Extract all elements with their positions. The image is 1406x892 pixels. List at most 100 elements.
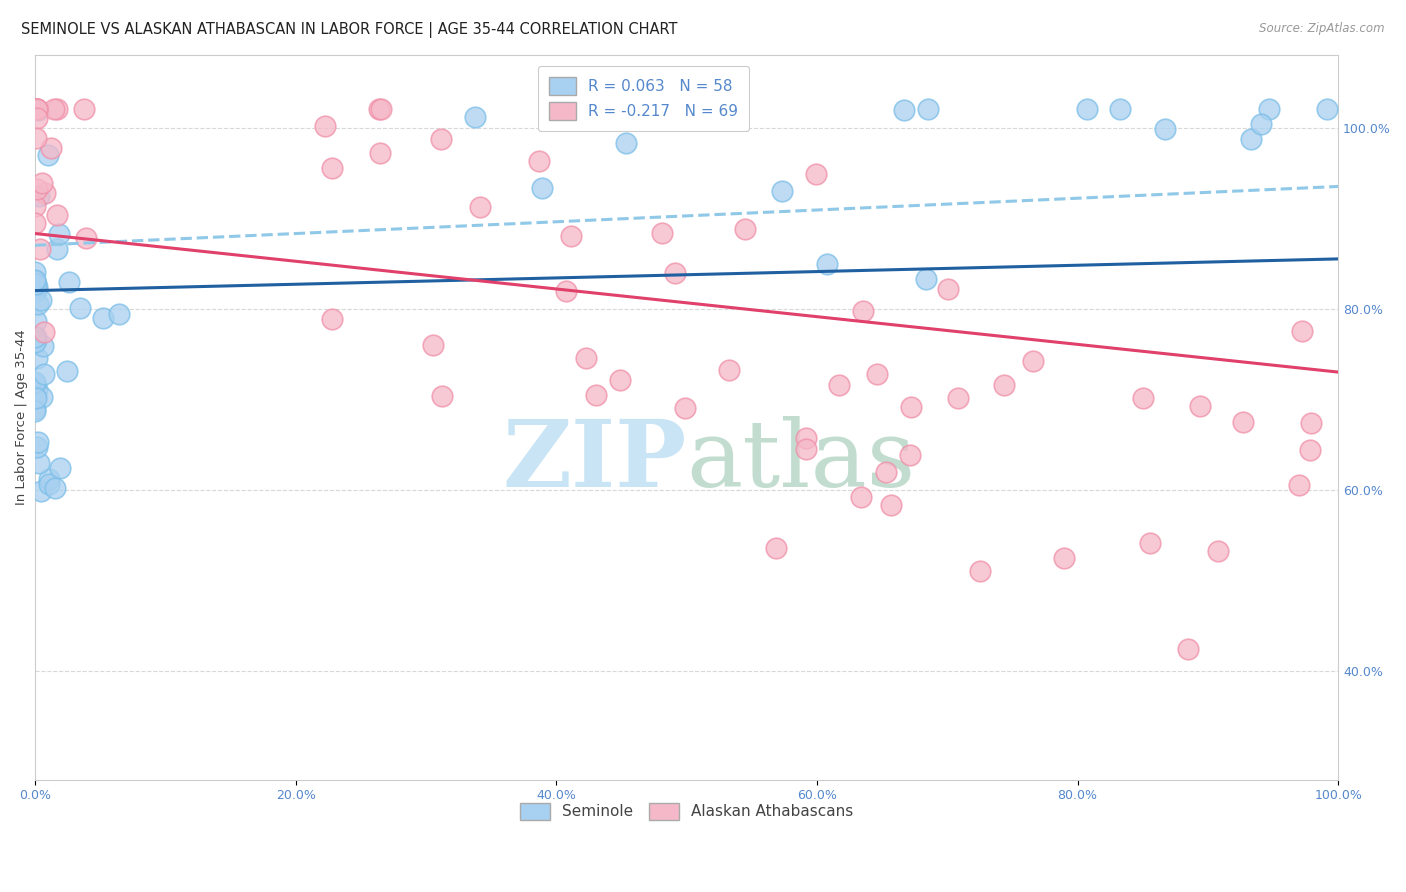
Point [1189, 399, 1212, 413]
Point [673, 401, 696, 416]
Point [1154, 121, 1177, 136]
Point [1022, 354, 1045, 368]
Point [25, 280, 48, 294]
Point [734, 222, 756, 236]
Point [1232, 415, 1254, 429]
Point [866, 367, 889, 381]
Point [31, 390, 53, 404]
Point [24, 274, 46, 288]
Point [770, 184, 793, 198]
Point [30, 293, 52, 308]
Point [28, 189, 51, 203]
Point [969, 564, 991, 578]
Point [31, 177, 53, 191]
Point [796, 442, 818, 456]
Point [25, 334, 48, 348]
Point [314, 119, 336, 133]
Point [946, 391, 969, 405]
Point [321, 161, 343, 175]
Point [430, 132, 453, 146]
Point [25, 103, 48, 117]
Point [1240, 132, 1263, 146]
Point [1316, 103, 1339, 117]
Point [25, 314, 48, 328]
Point [1053, 551, 1076, 566]
Point [75, 230, 97, 244]
Point [1108, 103, 1130, 117]
Point [24, 199, 46, 213]
Point [38, 477, 60, 491]
Point [1177, 641, 1199, 656]
Point [32, 339, 55, 353]
Point [718, 363, 741, 377]
Point [879, 498, 901, 512]
Point [24, 404, 46, 418]
Point [368, 146, 391, 161]
Point [24, 277, 46, 291]
Text: ZIP: ZIP [502, 416, 686, 506]
Point [25, 285, 48, 299]
Point [37, 147, 59, 161]
Point [32, 325, 55, 339]
Point [917, 103, 939, 117]
Point [24, 334, 46, 349]
Point [24, 377, 46, 392]
Point [24, 402, 46, 417]
Y-axis label: In Labor Force | Age 35-44: In Labor Force | Age 35-44 [15, 329, 28, 505]
Point [27, 297, 49, 311]
Point [651, 226, 673, 240]
Point [1206, 544, 1229, 558]
Point [664, 265, 686, 279]
Point [25, 103, 48, 117]
Point [914, 272, 936, 286]
Point [46, 208, 69, 222]
Point [25, 392, 48, 406]
Point [25, 103, 48, 117]
Point [614, 136, 637, 150]
Point [25, 182, 48, 196]
Point [30, 483, 52, 498]
Point [24, 376, 46, 390]
Point [28, 242, 51, 256]
Point [91, 311, 114, 326]
Point [44, 481, 66, 495]
Point [49, 460, 72, 475]
Point [554, 284, 576, 298]
Point [1139, 536, 1161, 550]
Point [24, 330, 46, 344]
Point [422, 338, 444, 352]
Point [804, 167, 827, 181]
Point [73, 103, 96, 117]
Point [24, 330, 46, 344]
Point [898, 448, 921, 462]
Point [28, 456, 51, 470]
Point [1132, 392, 1154, 406]
Point [38, 473, 60, 487]
Point [24, 273, 46, 287]
Point [56, 364, 79, 378]
Point [430, 389, 453, 403]
Point [613, 113, 636, 128]
Point [27, 103, 49, 117]
Point [25, 382, 48, 396]
Point [1291, 324, 1313, 338]
Point [1299, 417, 1322, 431]
Point [1076, 103, 1098, 117]
Point [993, 378, 1015, 392]
Point [24, 216, 46, 230]
Point [1288, 478, 1310, 492]
Point [25, 111, 48, 125]
Point [370, 103, 392, 117]
Point [368, 103, 391, 117]
Point [107, 307, 129, 321]
Point [1258, 103, 1281, 117]
Point [936, 282, 959, 296]
Point [27, 434, 49, 449]
Point [32, 367, 55, 381]
Point [25, 440, 48, 454]
Legend: Seminole, Alaskan Athabascans: Seminole, Alaskan Athabascans [513, 797, 860, 826]
Point [1299, 443, 1322, 458]
Text: atlas: atlas [686, 416, 915, 506]
Text: Source: ZipAtlas.com: Source: ZipAtlas.com [1260, 22, 1385, 36]
Point [527, 154, 550, 169]
